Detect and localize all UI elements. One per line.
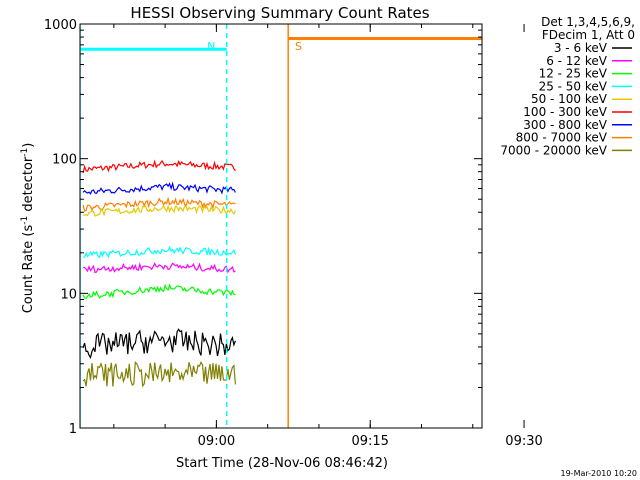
series-line-5-seg-1 xyxy=(83,245,236,259)
y-tick-label-1: 1 xyxy=(69,422,77,437)
legend-label-5: 50 - 100 keV xyxy=(531,92,608,106)
series-line-7-seg-2 xyxy=(514,271,640,299)
legend-label-3: 12 - 25 keV xyxy=(539,67,608,81)
y-axis-label-sup2: -1 xyxy=(20,148,30,157)
plot-frame xyxy=(79,23,483,429)
legend-label-1: 3 - 6 keV xyxy=(554,41,608,55)
series-line-6-seg-1 xyxy=(82,262,236,274)
series-line-3-seg-1 xyxy=(82,196,236,212)
x-tick-label-3: 09:30 xyxy=(505,434,542,449)
legend-label-8: 800 - 7000 keV xyxy=(516,131,608,145)
y-axis-label-sup1: -1 xyxy=(20,216,30,225)
series-line-5-seg-2 xyxy=(514,221,640,261)
series-line-9-seg-1 xyxy=(82,360,236,388)
series-line-6-seg-2 xyxy=(514,253,640,272)
y-tick-label-4: 1000 xyxy=(44,18,77,33)
series-line-8-seg-1 xyxy=(82,328,236,360)
series-line-4-seg-1 xyxy=(83,204,236,217)
y-axis-label-end: ) xyxy=(21,143,36,148)
y-tick-label-2: 10 xyxy=(60,287,77,302)
legend-label-6: 100 - 300 keV xyxy=(523,105,607,119)
legend-label-7: 300 - 800 keV xyxy=(523,118,607,132)
y-axis-label-main: Count Rate (s xyxy=(21,225,36,314)
legend-label-2: 6 - 12 keV xyxy=(546,54,608,68)
series-line-2-seg-1 xyxy=(82,181,236,195)
y-tick-label-3: 100 xyxy=(52,153,77,168)
legend-label-9: 7000 - 20000 keV xyxy=(500,143,607,157)
legend-header-line-1: Det 1,3,4,5,6,9, xyxy=(541,15,635,29)
footer-timestamp: 19-Mar-2010 10:20 xyxy=(561,469,638,478)
legend-label-4: 25 - 50 keV xyxy=(539,79,608,93)
series-line-7-seg-1 xyxy=(82,283,236,299)
x-tick-label-1: 09:00 xyxy=(198,434,235,449)
series-line-4-seg-2 xyxy=(514,178,640,209)
series-line-9-seg-2 xyxy=(514,352,640,414)
annotation-2: S xyxy=(295,40,302,53)
series-line-8-seg-2 xyxy=(514,299,640,365)
y-axis-label-mid: detector xyxy=(21,156,36,216)
y-axis-label: Count Rate (s-1 detector-1) xyxy=(20,143,36,314)
x-axis-label: Start Time (28-Nov-06 08:46:42) xyxy=(176,456,388,471)
x-tick-label-2: 09:15 xyxy=(351,434,388,449)
series-line-1-seg-1 xyxy=(82,159,236,174)
legend-header-line-2: FDecim 1, Att 0 xyxy=(542,28,635,42)
chart-title: HESSI Observing Summary Count Rates xyxy=(130,4,429,22)
annotation-1: N xyxy=(207,40,215,53)
series-line-3-seg-2 xyxy=(514,156,640,199)
